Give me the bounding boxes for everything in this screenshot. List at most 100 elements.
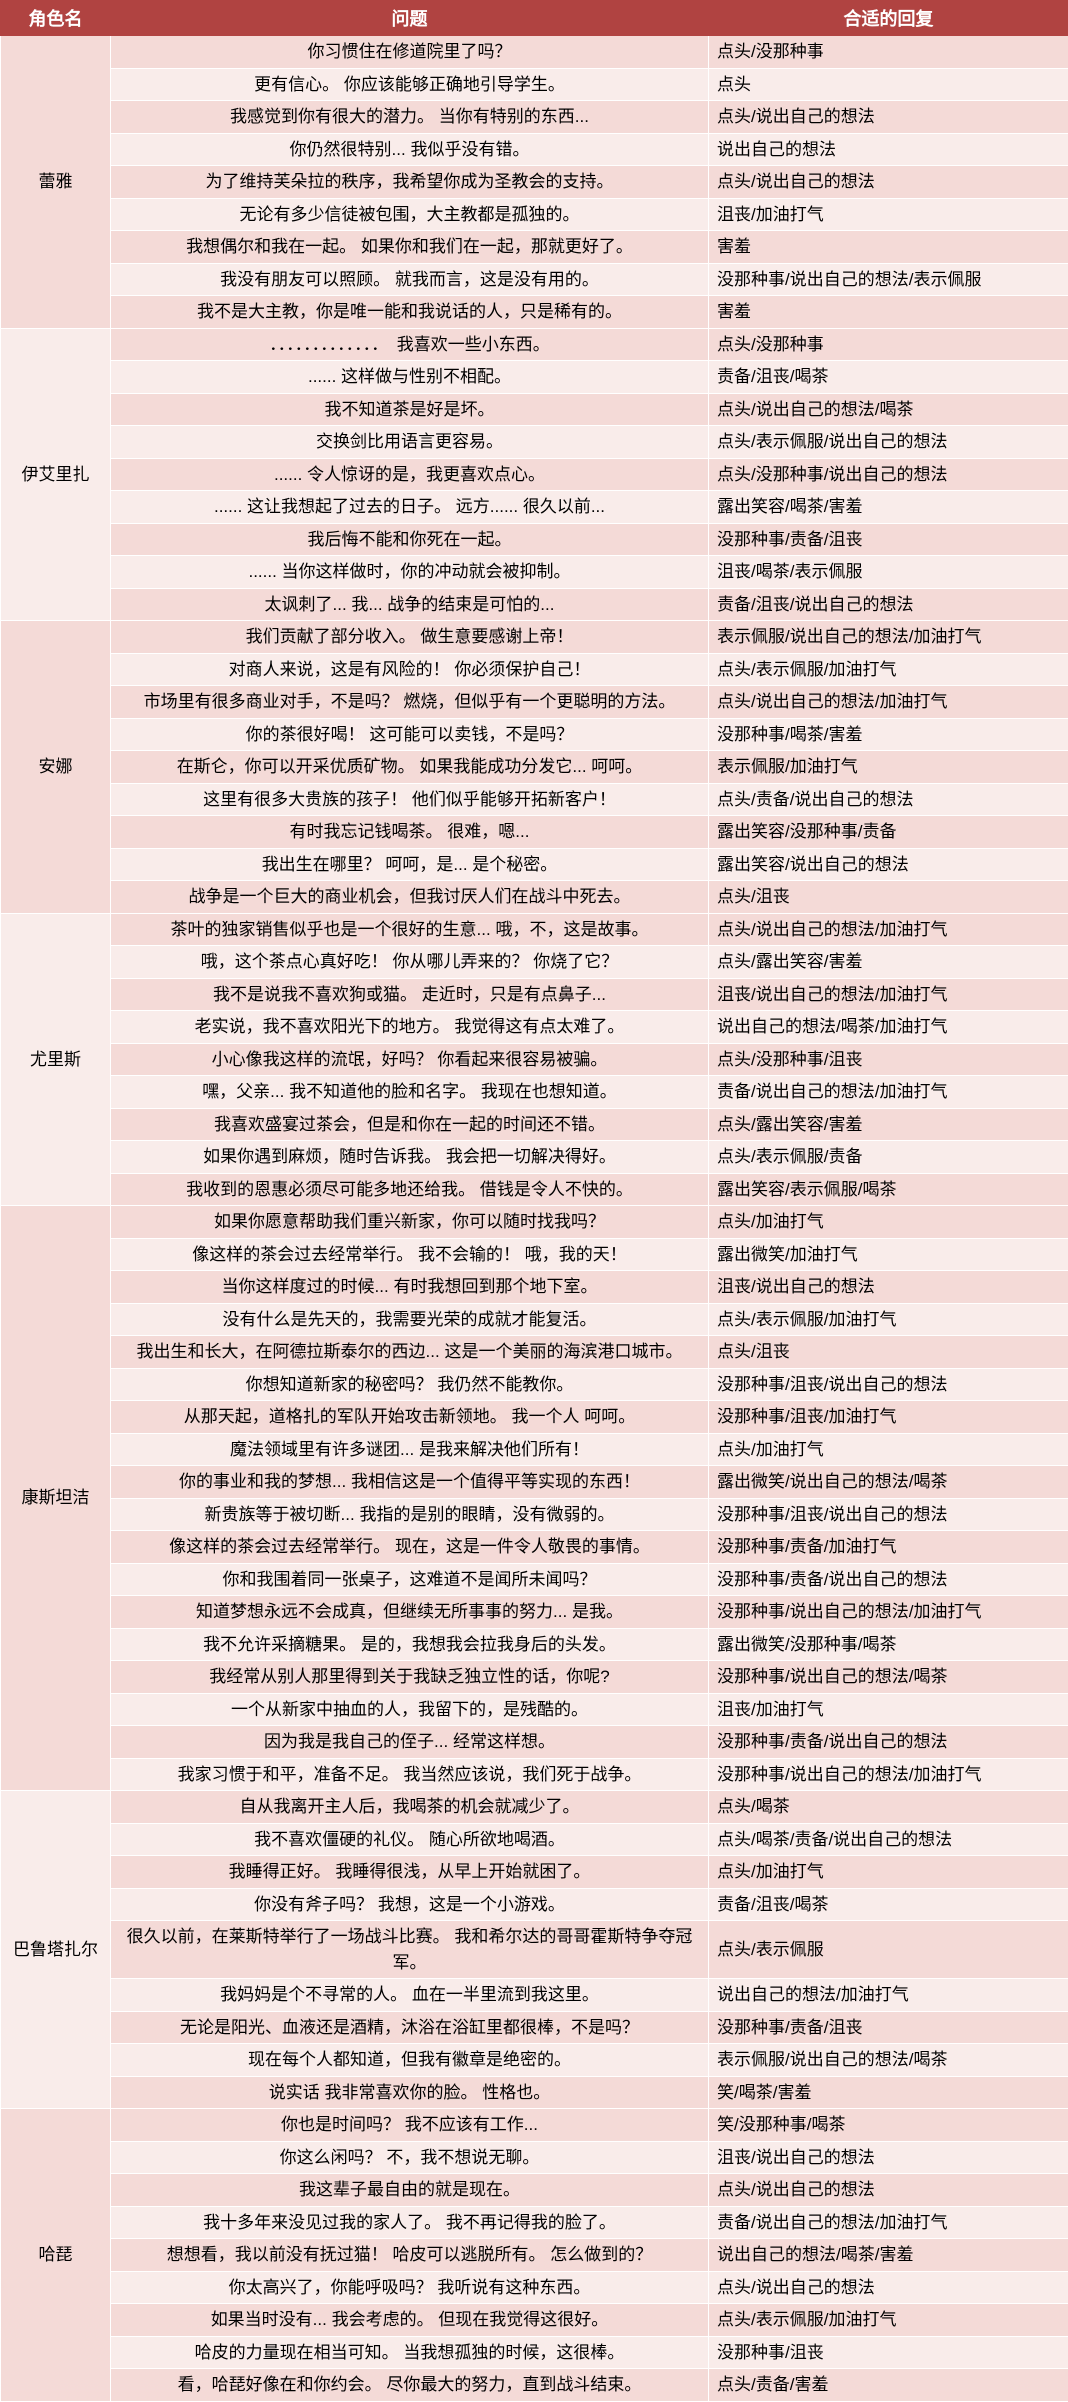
question-cell: 如果你愿意帮助我们重兴新家，你可以随时找我吗？ [111, 1206, 709, 1239]
question-cell: ...... 当你这样做时，你的冲动就会被抑制。 [111, 556, 709, 589]
table-row: 我出生在哪里？ 呵呵，是... 是个秘密。露出笑容/说出自己的想法 [1, 848, 1068, 881]
question-cell: 因为我是我自己的侄子... 经常这样想。 [111, 1726, 709, 1759]
table-row: 我不是说我不喜欢狗或猫。 走近时，只是有点鼻子...沮丧/说出自己的想法/加油打… [1, 978, 1068, 1011]
question-cell: 新贵族等于被切断... 我指的是别的眼睛，没有微弱的。 [111, 1498, 709, 1531]
question-cell: 我这辈子最自由的就是现在。 [111, 2174, 709, 2207]
question-cell: 我不知道茶是好是坏。 [111, 393, 709, 426]
reply-cell: 说出自己的想法/喝茶/加油打气 [709, 1011, 1068, 1044]
table-row: 我家习惯于和平，准备不足。 我当然应该说，我们死于战争。没那种事/说出自己的想法… [1, 1758, 1068, 1791]
table-row: 因为我是我自己的侄子... 经常这样想。没那种事/责备/说出自己的想法 [1, 1726, 1068, 1759]
reply-cell: 没那种事/责备/沮丧 [709, 2011, 1068, 2044]
question-cell: 从那天起，道格扎的军队开始攻击新领地。 我一个人 呵呵。 [111, 1401, 709, 1434]
reply-cell: 点头/喝茶 [709, 1791, 1068, 1824]
question-cell: 太讽刺了... 我... 战争的结束是可怕的... [111, 588, 709, 621]
question-cell: 你的事业和我的梦想... 我相信这是一个值得平等实现的东西！ [111, 1466, 709, 1499]
table-row: 很久以前，在莱斯特举行了一场战斗比赛。 我和希尔达的哥哥霍斯特争夺冠军。点头/表… [1, 1921, 1068, 1979]
question-cell: 我感觉到你有很大的潜力。 当你有特别的东西... [111, 101, 709, 134]
table-row: 如果你遇到麻烦，随时告诉我。 我会把一切解决得好。点头/表示佩服/责备 [1, 1141, 1068, 1174]
table-row: 我不允许采摘糖果。 是的，我想我会拉我身后的头发。露出微笑/没那种事/喝茶 [1, 1628, 1068, 1661]
table-row: 你太高兴了，你能呼吸吗？ 我听说有这种东西。点头/说出自己的想法 [1, 2271, 1068, 2304]
table-row: 这里有很多大贵族的孩子！ 他们似乎能够开拓新客户！点头/责备/说出自己的想法 [1, 783, 1068, 816]
question-cell: 我喜欢盛宴过茶会，但是和你在一起的时间还不错。 [111, 1108, 709, 1141]
table-row: 在斯仑，你可以开采优质矿物。 如果我能成功分发它... 呵呵。表示佩服/加油打气 [1, 751, 1068, 784]
table-row: 太讽刺了... 我... 战争的结束是可怕的...责备/沮丧/说出自己的想法 [1, 588, 1068, 621]
reply-cell: 没那种事/说出自己的想法/加油打气 [709, 1758, 1068, 1791]
table-row: 我后悔不能和你死在一起。没那种事/责备/沮丧 [1, 523, 1068, 556]
table-row: ...... 当你这样做时，你的冲动就会被抑制。沮丧/喝茶/表示佩服 [1, 556, 1068, 589]
question-cell: 说实话 我非常喜欢你的脸。 性格也。 [111, 2076, 709, 2109]
reply-cell: 露出笑容/喝茶/害羞 [709, 491, 1068, 524]
question-cell: 我收到的恩惠必须尽可能多地还给我。 借钱是令人不快的。 [111, 1173, 709, 1206]
table-row: ...... 令人惊讶的是，我更喜欢点心。点头/没那种事/说出自己的想法 [1, 458, 1068, 491]
table-row: 说实话 我非常喜欢你的脸。 性格也。笑/喝茶/害羞 [1, 2076, 1068, 2109]
reply-cell: 没那种事/责备/沮丧 [709, 523, 1068, 556]
table-row: 无论有多少信徒被包围，大主教都是孤独的。沮丧/加油打气 [1, 198, 1068, 231]
character-name: 康斯坦洁 [1, 1206, 111, 1791]
reply-cell: 害羞 [709, 296, 1068, 329]
question-cell: 无论是阳光、血液还是酒精，沐浴在浴缸里都很棒，不是吗？ [111, 2011, 709, 2044]
reply-cell: 沮丧/加油打气 [709, 1693, 1068, 1726]
question-cell: 我后悔不能和你死在一起。 [111, 523, 709, 556]
question-cell: 你和我围着同一张桌子，这难道不是闻所未闻吗？ [111, 1563, 709, 1596]
table-row: 想想看，我以前没有抚过猫！ 哈皮可以逃脱所有。 怎么做到的？说出自己的想法/喝茶… [1, 2239, 1068, 2272]
table-row: 更有信心。 你应该能够正确地引导学生。点头 [1, 68, 1068, 101]
question-cell: 现在每个人都知道，但我有徽章是绝密的。 [111, 2044, 709, 2077]
question-cell: 像这样的茶会过去经常举行。 现在，这是一件令人敬畏的事情。 [111, 1531, 709, 1564]
table-row: 我想偶尔和我在一起。 如果你和我们在一起，那就更好了。害羞 [1, 231, 1068, 264]
reply-cell: 说出自己的想法 [709, 133, 1068, 166]
question-cell: 更有信心。 你应该能够正确地引导学生。 [111, 68, 709, 101]
reply-cell: 表示佩服/说出自己的想法/喝茶 [709, 2044, 1068, 2077]
table-row: 市场里有很多商业对手，不是吗？ 燃烧，但似乎有一个更聪明的方法。点头/说出自己的… [1, 686, 1068, 719]
table-row: 你的事业和我的梦想... 我相信这是一个值得平等实现的东西！露出微笑/说出自己的… [1, 1466, 1068, 1499]
table-row: 没有什么是先天的，我需要光荣的成就才能复活。点头/表示佩服/加油打气 [1, 1303, 1068, 1336]
question-cell: 我十多年来没见过我的家人了。 我不再记得我的脸了。 [111, 2206, 709, 2239]
reply-cell: 没那种事/说出自己的想法/喝茶 [709, 1661, 1068, 1694]
reply-cell: 笑/没那种事/喝茶 [709, 2109, 1068, 2142]
question-cell: 你想知道新家的秘密吗？ 我仍然不能教你。 [111, 1368, 709, 1401]
question-cell: 嘿，父亲... 我不知道他的脸和名字。 我现在也想知道。 [111, 1076, 709, 1109]
reply-cell: 露出笑容/表示佩服/喝茶 [709, 1173, 1068, 1206]
reply-cell: 责备/说出自己的想法/加油打气 [709, 1076, 1068, 1109]
question-cell: 交换剑比用语言更容易。 [111, 426, 709, 459]
table-row: 当你这样度过的时候... 有时我想回到那个地下室。沮丧/说出自己的想法 [1, 1271, 1068, 1304]
reply-cell: 点头/没那种事/说出自己的想法 [709, 458, 1068, 491]
table-row: 安娜我们贡献了部分收入。 做生意要感谢上帝！表示佩服/说出自己的想法/加油打气 [1, 621, 1068, 654]
table-row: 巴鲁塔扎尔自从我离开主人后，我喝茶的机会就减少了。点头/喝茶 [1, 1791, 1068, 1824]
dialogue-table: 角色名 问题 合适的回复 蕾雅你习惯住在修道院里了吗？点头/没那种事更有信心。 … [0, 0, 1068, 2402]
question-cell: 在斯仑，你可以开采优质矿物。 如果我能成功分发它... 呵呵。 [111, 751, 709, 784]
reply-cell: 点头/加油打气 [709, 1856, 1068, 1889]
table-row: 你没有斧子吗？ 我想，这是一个小游戏。责备/沮丧/喝茶 [1, 1888, 1068, 1921]
reply-cell: 露出笑容/没那种事/责备 [709, 816, 1068, 849]
reply-cell: 没那种事/喝茶/害羞 [709, 718, 1068, 751]
table-row: 对商人来说，这是有风险的！ 你必须保护自己！点头/表示佩服/加油打气 [1, 653, 1068, 686]
reply-cell: 点头/说出自己的想法/加油打气 [709, 686, 1068, 719]
table-row: 伊艾里扎．．．．．．．．．．．．． 我喜欢一些小东西。点头/没那种事 [1, 328, 1068, 361]
reply-cell: 点头/表示佩服/加油打气 [709, 2304, 1068, 2337]
table-row: 新贵族等于被切断... 我指的是别的眼睛，没有微弱的。没那种事/沮丧/说出自己的… [1, 1498, 1068, 1531]
reply-cell: 点头/沮丧 [709, 881, 1068, 914]
table-row: 小心像我这样的流氓，好吗？ 你看起来很容易被骗。点头/没那种事/沮丧 [1, 1043, 1068, 1076]
table-row: 像这样的茶会过去经常举行。 现在，这是一件令人敬畏的事情。没那种事/责备/加油打… [1, 1531, 1068, 1564]
question-cell: 很久以前，在莱斯特举行了一场战斗比赛。 我和希尔达的哥哥霍斯特争夺冠军。 [111, 1921, 709, 1979]
reply-cell: 点头/加油打气 [709, 1433, 1068, 1466]
table-row: ...... 这让我想起了过去的日子。 远方...... 很久以前...露出笑容… [1, 491, 1068, 524]
table-row: 我妈妈是个不寻常的人。 血在一半里流到我这里。说出自己的想法/加油打气 [1, 1979, 1068, 2012]
table-row: 哈皮的力量现在相当可知。 当我想孤独的时候，这很棒。没那种事/沮丧 [1, 2336, 1068, 2369]
reply-cell: 点头/露出笑容/害羞 [709, 1108, 1068, 1141]
question-cell: 我经常从别人那里得到关于我缺乏独立性的话，你呢? [111, 1661, 709, 1694]
question-cell: 一个从新家中抽血的人，我留下的，是残酷的。 [111, 1693, 709, 1726]
reply-cell: 点头/没那种事/沮丧 [709, 1043, 1068, 1076]
table-row: 我睡得正好。 我睡得很浅，从早上开始就困了。点头/加油打气 [1, 1856, 1068, 1889]
reply-cell: 沮丧/说出自己的想法 [709, 1271, 1068, 1304]
character-name: 巴鲁塔扎尔 [1, 1791, 111, 2109]
table-row: 我收到的恩惠必须尽可能多地还给我。 借钱是令人不快的。露出笑容/表示佩服/喝茶 [1, 1173, 1068, 1206]
reply-cell: 点头/说出自己的想法/喝茶 [709, 393, 1068, 426]
reply-cell: 点头/说出自己的想法 [709, 2271, 1068, 2304]
reply-cell: 点头/没那种事 [709, 36, 1068, 69]
reply-cell: 点头/加油打气 [709, 1206, 1068, 1239]
table-row: 哈琵你也是时间吗？ 我不应该有工作...笑/没那种事/喝茶 [1, 2109, 1068, 2142]
question-cell: 像这样的茶会过去经常举行。 我不会输的！ 哦，我的天！ [111, 1238, 709, 1271]
reply-cell: 点头/责备/害羞 [709, 2369, 1068, 2402]
table-row: 康斯坦洁如果你愿意帮助我们重兴新家，你可以随时找我吗？点头/加油打气 [1, 1206, 1068, 1239]
table-row: 我不是大主教，你是唯一能和我说话的人，只是稀有的。害羞 [1, 296, 1068, 329]
